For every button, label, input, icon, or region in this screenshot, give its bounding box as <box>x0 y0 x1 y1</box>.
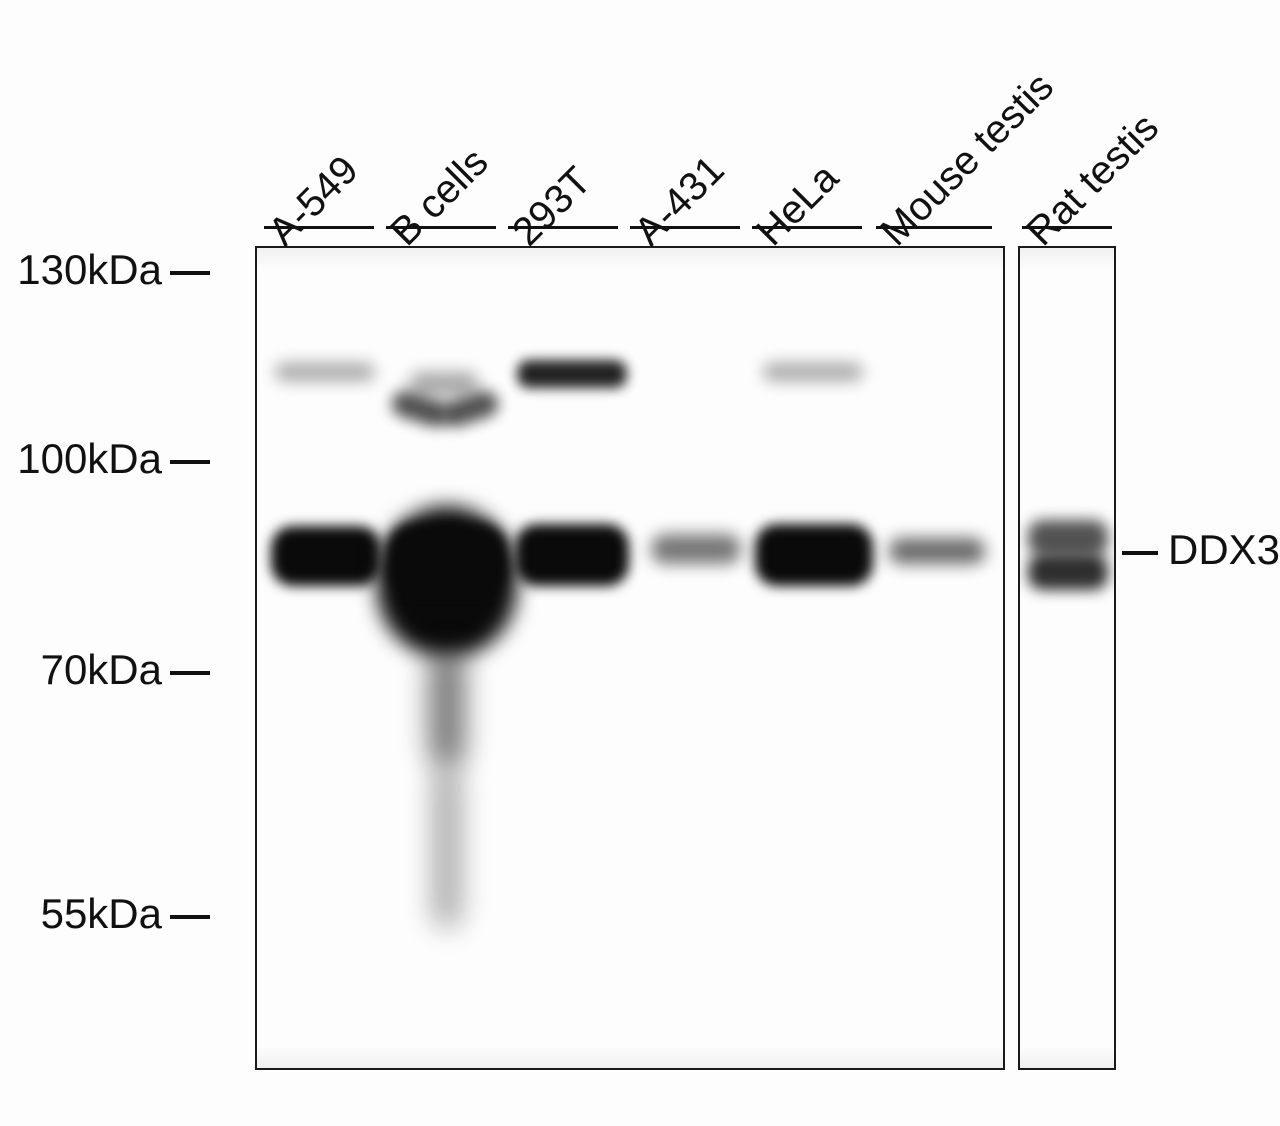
blot-rat <box>1018 246 1116 1070</box>
lane-underline <box>1022 226 1112 229</box>
western-blot-figure: 130kDa 100kDa 70kDa 55kDa A-549 B cells … <box>0 0 1280 1126</box>
band-bcells-smear-2 <box>433 768 461 928</box>
blot-edge-shadow <box>1020 248 1114 270</box>
blot-edge-shadow <box>1020 1046 1114 1068</box>
band-a431-ddx3y <box>651 534 741 564</box>
blot-main <box>255 246 1005 1070</box>
band-bcells-upper-fill <box>409 372 479 396</box>
lane-label-rat-testis: Rat testis <box>1018 105 1168 255</box>
mw-tick <box>170 460 210 464</box>
band-rat-ddx3y-lower <box>1028 554 1108 590</box>
lane-label-a431: A-431 <box>626 148 733 255</box>
mw-tick <box>170 915 210 919</box>
mw-tick <box>170 671 210 675</box>
blot-edge-shadow <box>257 1046 1003 1068</box>
mw-label-100: 100kDa <box>17 435 210 483</box>
lane-label-bcells: B cells <box>382 140 497 255</box>
band-bcells-ddx3y-core <box>387 524 507 594</box>
mw-tick <box>170 271 210 275</box>
band-hela-ddx3y <box>755 524 873 586</box>
lane-label-293t: 293T <box>504 159 600 255</box>
lane-underline <box>386 226 496 229</box>
blot-edge-shadow <box>257 248 1003 270</box>
lane-underline <box>508 226 618 229</box>
band-rat-ddx3y-upper <box>1028 520 1108 556</box>
lane-underline <box>876 226 992 229</box>
band-a549-ddx3y <box>271 526 381 586</box>
target-label-ddx3y: DDX3Y <box>1122 526 1280 574</box>
mw-text: 130kDa <box>17 246 162 293</box>
band-hela-upper <box>763 363 863 381</box>
mw-label-55: 55kDa <box>41 890 210 938</box>
mw-text: 100kDa <box>17 435 162 482</box>
lane-underline <box>264 226 374 229</box>
mw-text: 70kDa <box>41 646 162 693</box>
mw-label-70: 70kDa <box>41 646 210 694</box>
lane-underline <box>630 226 740 229</box>
lane-underline <box>752 226 862 229</box>
band-a549-upper <box>275 363 375 381</box>
target-text: DDX3Y <box>1168 526 1280 573</box>
band-bcells-smear-1 <box>429 648 465 768</box>
band-mouse-ddx3y <box>889 538 985 564</box>
mw-text: 55kDa <box>41 890 162 937</box>
target-tick <box>1122 551 1158 555</box>
band-293t-upper <box>517 360 627 388</box>
lane-label-hela: HeLa <box>748 156 847 255</box>
lane-label-a549: A-549 <box>260 148 367 255</box>
mw-label-130: 130kDa <box>17 246 210 294</box>
band-293t-ddx3y <box>515 524 629 586</box>
